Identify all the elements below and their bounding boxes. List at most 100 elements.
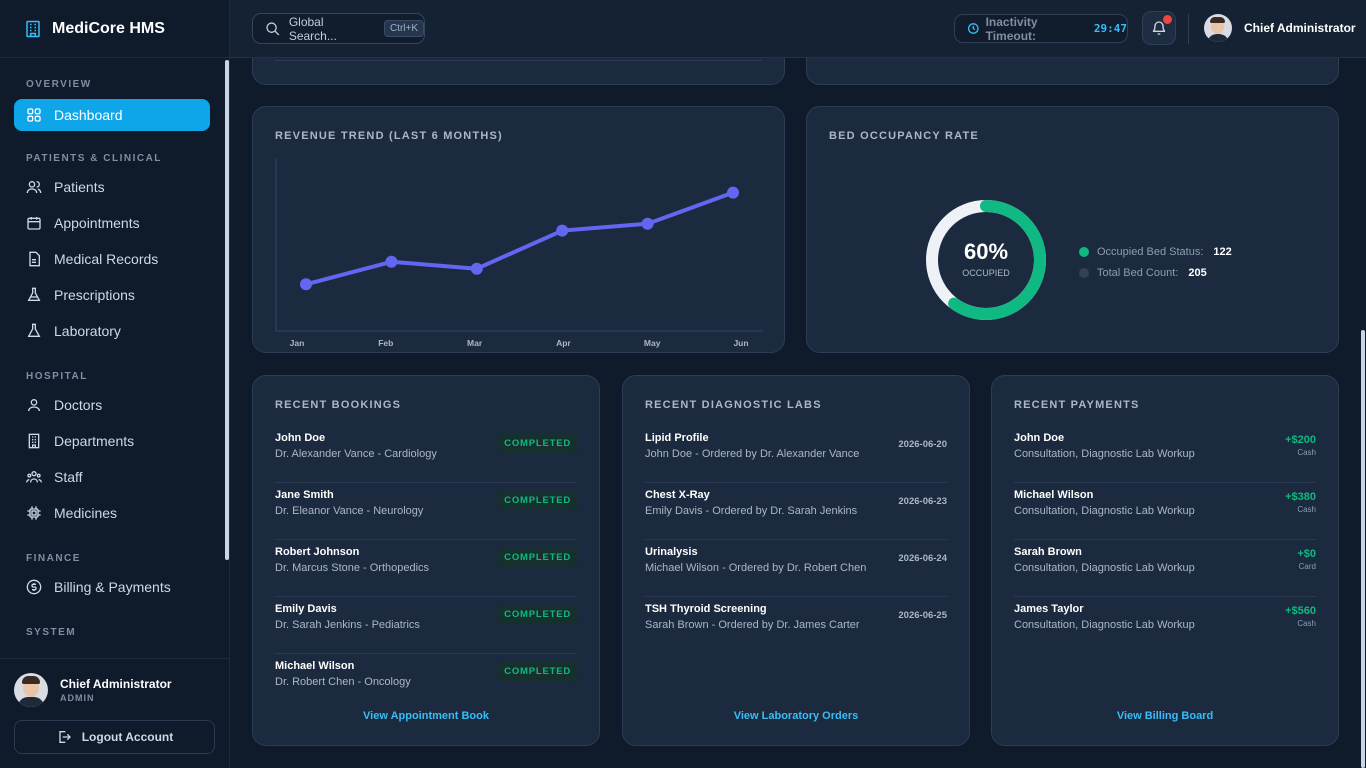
payment-amount: +$560 — [1285, 605, 1316, 617]
avatar — [1204, 14, 1232, 42]
sidebar-item-label: Billing & Payments — [54, 579, 171, 595]
list-item[interactable]: Lipid Profile John Doe - Ordered by Dr. A… — [645, 426, 947, 483]
beaker-icon — [27, 323, 41, 337]
list-item[interactable]: Michael Wilson Dr. Robert Chen - Oncology… — [275, 654, 577, 711]
recent-bookings-card: RECENT BOOKINGS John Doe Dr. Alexander Va… — [252, 375, 600, 746]
sidebar-item-doctors[interactable]: Doctors — [14, 389, 210, 421]
data-point-jun[interactable] — [727, 186, 739, 199]
sidebar-item-label: Medicines — [54, 505, 118, 521]
payer-name: Michael Wilson — [1014, 489, 1094, 501]
sidebar-user[interactable]: Chief Administrator ADMIN — [14, 673, 172, 707]
payment-amount: +$380 — [1285, 491, 1316, 503]
payment-amount: +$0 — [1297, 548, 1316, 560]
revenue-series-line — [304, 190, 735, 287]
document-icon — [29, 251, 40, 267]
brand[interactable]: MediCore HMS — [0, 0, 229, 58]
payment-method: Cash — [1297, 619, 1316, 628]
data-point-jan[interactable] — [300, 278, 312, 291]
view-appointment-book-link[interactable]: View Appointment Book — [363, 710, 489, 722]
legend-label: Total Bed Count: — [1097, 266, 1179, 279]
data-point-apr[interactable] — [556, 224, 569, 237]
sidebar-scrollbar[interactable] — [225, 60, 229, 560]
timeout-label: Inactivity Timeout: — [985, 14, 1038, 43]
sidebar-item-medical-records[interactable]: Medical Records — [14, 243, 210, 275]
list-item[interactable]: Michael Wilson Consultation, Diagnostic L… — [1014, 483, 1316, 540]
grid-icon — [27, 108, 41, 122]
booking-detail: Dr. Robert Chen - Oncology — [275, 676, 411, 688]
lab-date: 2026-06-23 — [898, 496, 947, 507]
recent-payments-card: RECENT PAYMENTS John Doe Consultation, Di… — [991, 375, 1339, 746]
global-search[interactable]: Global Search... Ctrl+K — [252, 13, 425, 44]
payment-method: Cash — [1297, 505, 1316, 514]
payment-detail: Consultation, Diagnostic Lab Workup — [1014, 619, 1195, 631]
lab-detail: Sarah Brown - Ordered by Dr. James Carte… — [645, 619, 860, 631]
topbar-user[interactable]: Chief Administrator — [1204, 14, 1356, 42]
sidebar-item-laboratory[interactable]: Laboratory — [14, 315, 210, 347]
data-point-may[interactable] — [641, 217, 654, 230]
inactivity-timeout: Inactivity Timeout: 29:47 — [954, 14, 1128, 43]
sidebar-item-label: Doctors — [54, 397, 103, 413]
donut-slice-occupied — [926, 200, 1046, 320]
sidebar-item-staff[interactable]: Staff — [14, 461, 210, 493]
list-item[interactable]: James Taylor Consultation, Diagnostic Lab… — [1014, 597, 1316, 654]
list-item[interactable]: John Doe Dr. Alexander Vance - Cardiology… — [275, 426, 577, 483]
patient-name: John Doe — [275, 432, 326, 444]
sidebar-item-label: Dashboard — [54, 107, 123, 123]
legend-value: 205 — [1188, 266, 1207, 279]
view-laboratory-orders-link[interactable]: View Laboratory Orders — [733, 710, 859, 722]
occupancy-title: BED OCCUPANCY RATE — [829, 130, 979, 142]
patient-name: Michael Wilson — [275, 660, 355, 672]
flask-icon — [27, 287, 41, 301]
search-input[interactable]: Global Search... — [288, 14, 337, 43]
x-tick-label: Jan — [290, 338, 305, 348]
sidebar-item-billing-payments[interactable]: Billing & Payments — [14, 571, 210, 603]
list-item[interactable]: TSH Thyroid Screening Sarah Brown - Order… — [645, 597, 947, 654]
legend-item-total: Total Bed Count: 205 — [1079, 262, 1232, 283]
search-shortcut: Ctrl+K — [383, 20, 424, 37]
revenue-title: REVENUE TREND (LAST 6 MONTHS) — [275, 130, 503, 142]
occupancy-label: OCCUPIED — [962, 268, 1010, 278]
sidebar-item-dashboard[interactable]: Dashboard — [14, 99, 210, 131]
payment-detail: Consultation, Diagnostic Lab Workup — [1014, 448, 1195, 460]
payments-title: RECENT PAYMENTS — [1014, 399, 1140, 411]
sidebar-item-departments[interactable]: Departments — [14, 425, 210, 457]
notifications-button[interactable] — [1142, 11, 1176, 45]
hospital-icon — [26, 20, 40, 37]
nav-section-hospital: HOSPITAL — [26, 371, 88, 382]
status-badge: COMPLETED — [498, 434, 577, 453]
list-item[interactable]: Urinalysis Michael Wilson - Ordered by Dr… — [645, 540, 947, 597]
list-item[interactable]: Chest X-Ray Emily Davis - Ordered by Dr. … — [645, 483, 947, 540]
main-scrollbar[interactable] — [1361, 330, 1365, 768]
list-item[interactable]: Jane Smith Dr. Eleanor Vance - Neurology C… — [275, 483, 577, 540]
logout-button[interactable]: Logout Account — [14, 720, 215, 754]
clock-icon — [967, 23, 979, 34]
lab-test-name: Lipid Profile — [645, 432, 709, 444]
sidebar-item-patients[interactable]: Patients — [14, 171, 210, 203]
revenue-trend-card: REVENUE TREND (LAST 6 MONTHS) Jan Feb Mar A… — [252, 106, 785, 353]
lab-detail: Emily Davis - Ordered by Dr. Sarah Jenki… — [645, 505, 858, 517]
occupancy-legend: Occupied Bed Status: 122 Total Bed Count… — [1079, 241, 1232, 283]
bed-occupancy-card: BED OCCUPANCY RATE 60% OCCUPIED Occupied… — [806, 106, 1339, 353]
search-icon — [266, 21, 280, 35]
bookings-title: RECENT BOOKINGS — [275, 399, 402, 411]
view-billing-board-link[interactable]: View Billing Board — [1116, 710, 1214, 722]
data-point-feb[interactable] — [385, 255, 398, 268]
list-item[interactable]: John Doe Consultation, Diagnostic Lab Wor… — [1014, 426, 1316, 483]
nav-section-patients-clinical: PATIENTS & CLINICAL — [26, 153, 162, 164]
labs-list: Lipid Profile John Doe - Ordered by Dr. A… — [645, 426, 947, 654]
sidebar-footer: Chief Administrator ADMIN Logout Account — [0, 658, 229, 768]
payment-detail: Consultation, Diagnostic Lab Workup — [1014, 562, 1195, 574]
sidebar-item-appointments[interactable]: Appointments — [14, 207, 210, 239]
lab-date: 2026-06-25 — [898, 610, 947, 621]
sidebar-item-label: Appointments — [54, 215, 140, 231]
legend-value: 122 — [1213, 245, 1232, 258]
sidebar: MediCore HMS OVERVIEW Dashboard PATIENTS… — [0, 0, 230, 768]
logout-icon — [59, 731, 71, 743]
booking-detail: Dr. Alexander Vance - Cardiology — [275, 448, 437, 460]
sidebar-item-medicines[interactable]: Medicines — [14, 497, 210, 529]
list-item[interactable]: Robert Johnson Dr. Marcus Stone - Orthope… — [275, 540, 577, 597]
sidebar-item-prescriptions[interactable]: Prescriptions — [14, 279, 210, 311]
list-item[interactable]: Emily Davis Dr. Sarah Jenkins - Pediatric… — [275, 597, 577, 654]
data-point-mar[interactable] — [470, 262, 483, 275]
list-item[interactable]: Sarah Brown Consultation, Diagnostic Lab … — [1014, 540, 1316, 597]
